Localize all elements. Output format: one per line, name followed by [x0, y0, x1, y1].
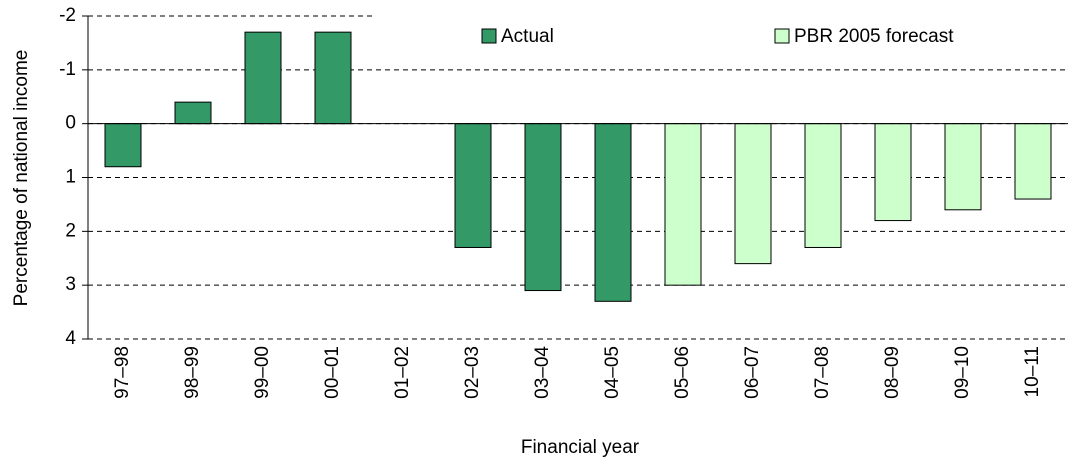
y-tick-label: 1 [65, 167, 76, 188]
legend-swatch [774, 28, 790, 44]
x-tick-label: 00–01 [322, 346, 343, 399]
legend-label: PBR 2005 forecast [794, 26, 954, 47]
bar [104, 123, 142, 168]
x-tick-label: 97–98 [112, 346, 133, 399]
legend-swatch [481, 28, 497, 44]
x-tick-label: 07–08 [812, 346, 833, 399]
y-tick-label: 4 [65, 328, 76, 349]
x-tick-label: 09–10 [952, 346, 973, 399]
y-axis-title: Percentage of national income [11, 50, 32, 307]
x-tick-label: 01–02 [392, 346, 413, 399]
x-tick-label: 04–05 [602, 346, 623, 399]
x-tick-label: 02–03 [462, 346, 483, 399]
bar [594, 123, 632, 302]
bar [874, 123, 912, 222]
x-tick-label: 99–00 [252, 346, 273, 399]
bar [944, 123, 982, 211]
x-tick-label: 03–04 [532, 346, 553, 399]
bar [734, 123, 772, 265]
x-axis-title: Financial year [521, 437, 640, 458]
legend-label: Actual [501, 26, 554, 47]
y-tick-label: -1 [59, 59, 76, 80]
x-tick-label: 10–11 [1022, 346, 1043, 397]
y-tick-label: -2 [59, 5, 76, 26]
y-tick-label: 0 [65, 113, 76, 134]
bar [664, 123, 702, 286]
bar [244, 31, 282, 125]
x-tick-label: 98–99 [182, 346, 203, 399]
y-tick-label: 2 [65, 220, 76, 241]
bar [804, 123, 842, 248]
x-tick-label: 08–09 [882, 346, 903, 399]
x-tick-label: 06–07 [742, 346, 763, 399]
legend-box [375, 8, 1070, 58]
x-tick-label: 05–06 [672, 346, 693, 399]
bar [174, 101, 212, 125]
bar [454, 123, 492, 248]
bar [1014, 123, 1052, 200]
bar [314, 31, 352, 125]
bar [524, 123, 562, 292]
y-tick-label: 3 [65, 274, 76, 295]
